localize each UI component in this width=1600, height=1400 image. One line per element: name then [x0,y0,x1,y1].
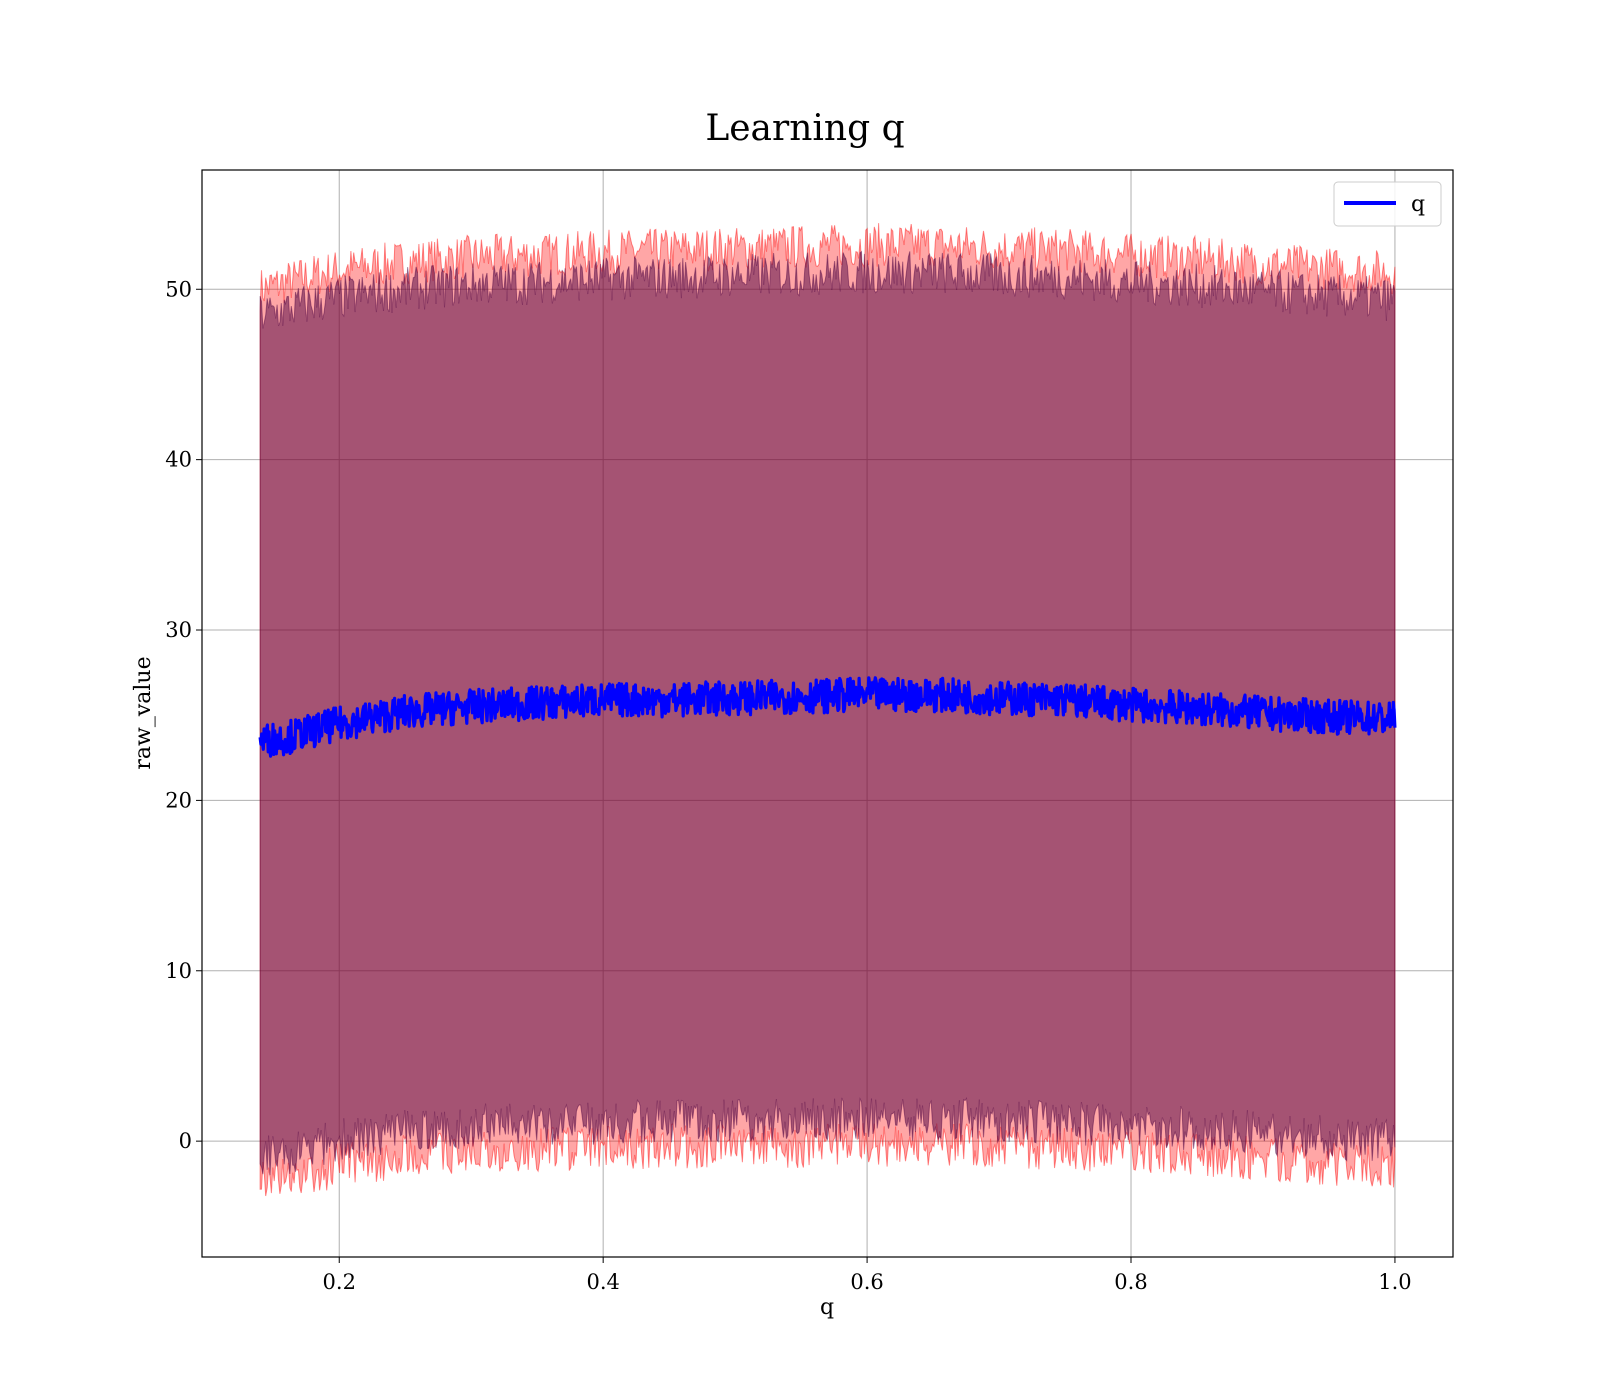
y-tick-label: 0 [179,1129,192,1153]
chart-title: Learning q [705,108,904,149]
x-tick-label: 0.8 [1114,1270,1147,1294]
y-tick-label: 40 [165,448,192,472]
y-tick-label: 10 [165,959,192,983]
series-lines [258,676,1397,758]
series-line-q [258,676,1397,758]
x-tick-label: 0.2 [323,1270,356,1294]
y-tick-label: 30 [165,618,192,642]
y-axis-title: raw_value [131,656,156,769]
legend: q [1333,181,1442,227]
y-tick-label: 20 [165,788,192,812]
x-tick-label: 0.6 [850,1270,883,1294]
y-axis: 0 10 20 30 40 50 [165,277,202,1153]
x-axis-title: q [820,1295,834,1320]
x-axis: 0.2 0.4 0.6 0.8 1.0 [323,1257,1412,1294]
x-tick-label: 0.4 [586,1270,619,1294]
y-tick-label: 50 [165,277,192,301]
plot-frame [201,169,1454,1258]
x-tick-label: 1.0 [1378,1270,1411,1294]
legend-label-q: q [1411,192,1425,217]
